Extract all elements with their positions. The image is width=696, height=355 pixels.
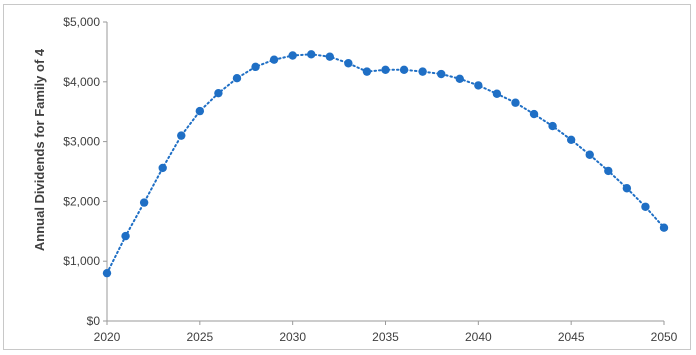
series-line	[106, 53, 665, 275]
data-point	[437, 69, 446, 79]
data-point	[307, 50, 316, 59]
data-point	[325, 52, 334, 61]
y-axis-title: Annual Dividends for Family of 4	[32, 48, 47, 251]
y-tick-label: $5,000	[63, 15, 100, 29]
y-tick-label: $2,000	[63, 194, 100, 208]
data-point	[585, 150, 594, 159]
data-point	[399, 65, 409, 75]
data-point	[659, 223, 669, 232]
x-tick-label: 2025	[186, 330, 213, 344]
data-point	[511, 98, 520, 107]
data-point	[139, 198, 149, 207]
data-point	[344, 59, 353, 68]
data-point	[102, 268, 112, 278]
data-point	[251, 62, 260, 72]
data-point	[604, 166, 613, 176]
data-point	[566, 135, 576, 145]
data-point	[158, 163, 167, 173]
data-point	[529, 109, 539, 119]
data-point	[269, 55, 279, 64]
data-point	[381, 65, 390, 75]
x-tick-label: 2020	[94, 330, 121, 344]
data-point	[474, 81, 483, 90]
data-point	[641, 202, 650, 211]
y-tick-label: $4,000	[63, 75, 100, 89]
x-tick-label: 2035	[372, 330, 399, 344]
data-point	[288, 51, 297, 60]
data-point	[622, 184, 632, 193]
tick-labels: $0 $1,000 $2,000 $3,000 $4,000 $5,000 2020 2025…	[63, 15, 677, 344]
y-tick-label: $3,000	[63, 135, 100, 149]
data-point	[548, 121, 557, 131]
chart-frame: Annual Dividends for Family of 4 $0 $1,00…	[3, 4, 691, 350]
data-point	[455, 74, 464, 84]
y-tick-label: $0	[87, 314, 101, 328]
dividends-line-chart: Annual Dividends for Family of 4 $0 $1,00…	[32, 15, 678, 344]
data-point	[121, 231, 130, 241]
data-point	[214, 88, 223, 98]
x-tick-label: 2030	[279, 330, 306, 344]
data-point	[362, 67, 372, 76]
data-point	[195, 106, 205, 116]
x-tick-label: 2050	[651, 330, 678, 344]
data-point	[177, 131, 186, 140]
data-points	[102, 50, 669, 278]
x-tick-label: 2040	[465, 330, 492, 344]
data-point	[232, 74, 242, 83]
x-tick-label: 2045	[558, 330, 585, 344]
data-point	[492, 89, 502, 98]
data-point	[418, 67, 427, 76]
series-line-path	[106, 53, 665, 275]
y-tick-label: $1,000	[63, 254, 100, 268]
